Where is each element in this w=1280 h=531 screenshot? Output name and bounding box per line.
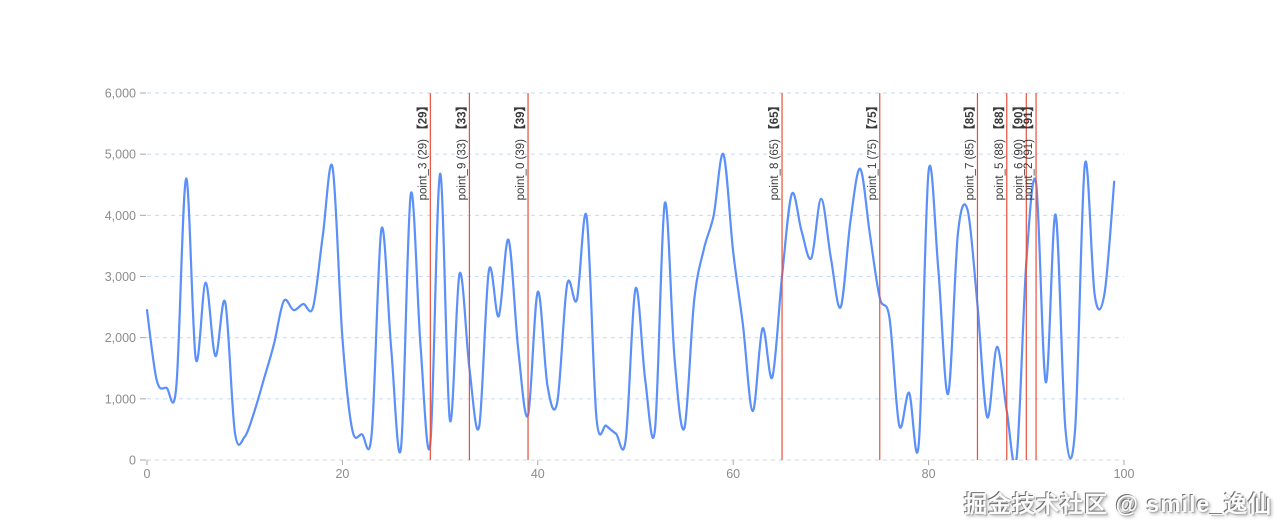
marker-label-point_9: point_9 (33) 【33】 (455, 100, 468, 200)
y-tick-label: 4,000 (105, 209, 136, 223)
watermark: 掘金技术社区 @ smile_逸仙 (964, 491, 1272, 517)
x-tick-label: 100 (1114, 467, 1135, 481)
y-tick-label: 6,000 (105, 87, 136, 101)
marker-label-point_6: point_6 (90) 【90】 (1012, 100, 1025, 200)
x-tick-label: 80 (922, 467, 936, 481)
series-group (146, 153, 1116, 460)
marker-label-point_5: point_5 (88) 【88】 (993, 100, 1006, 200)
marker-label-point_2: point_2 (91) 【91】 (1022, 100, 1035, 200)
y-tick-label: 3,000 (105, 270, 136, 284)
marker-label-point_1: point_1 (75) 【75】 (866, 100, 879, 200)
series-line (146, 153, 1116, 460)
x-axis-labels: 0 20 40 60 80 100 (144, 460, 1135, 481)
y-tick-label: 1,000 (105, 392, 136, 406)
y-tick-label: 0 (129, 454, 136, 468)
marker-label-point_3: point_3 (29) 【29】 (416, 100, 429, 200)
marker-lines-group: point_3 (29) 【29】 point_9 (33) 【33】 point_… (416, 93, 1037, 460)
marker-label-point_0: point_0 (39) 【39】 (514, 100, 527, 200)
marker-label-point_7: point_7 (85) 【85】 (963, 100, 976, 200)
x-tick-label: 60 (726, 467, 740, 481)
y-axis-labels: 0 1,000 2,000 3,000 4,000 5,000 6,000 (105, 87, 146, 468)
gridlines-group (147, 92, 1124, 461)
y-tick-label: 5,000 (105, 148, 136, 162)
x-tick-label: 40 (531, 467, 545, 481)
x-tick-label: 20 (335, 467, 349, 481)
x-tick-label: 0 (144, 467, 151, 481)
marker-label-point_8: point_8 (65) 【65】 (768, 100, 781, 200)
y-tick-label: 2,000 (105, 331, 136, 345)
